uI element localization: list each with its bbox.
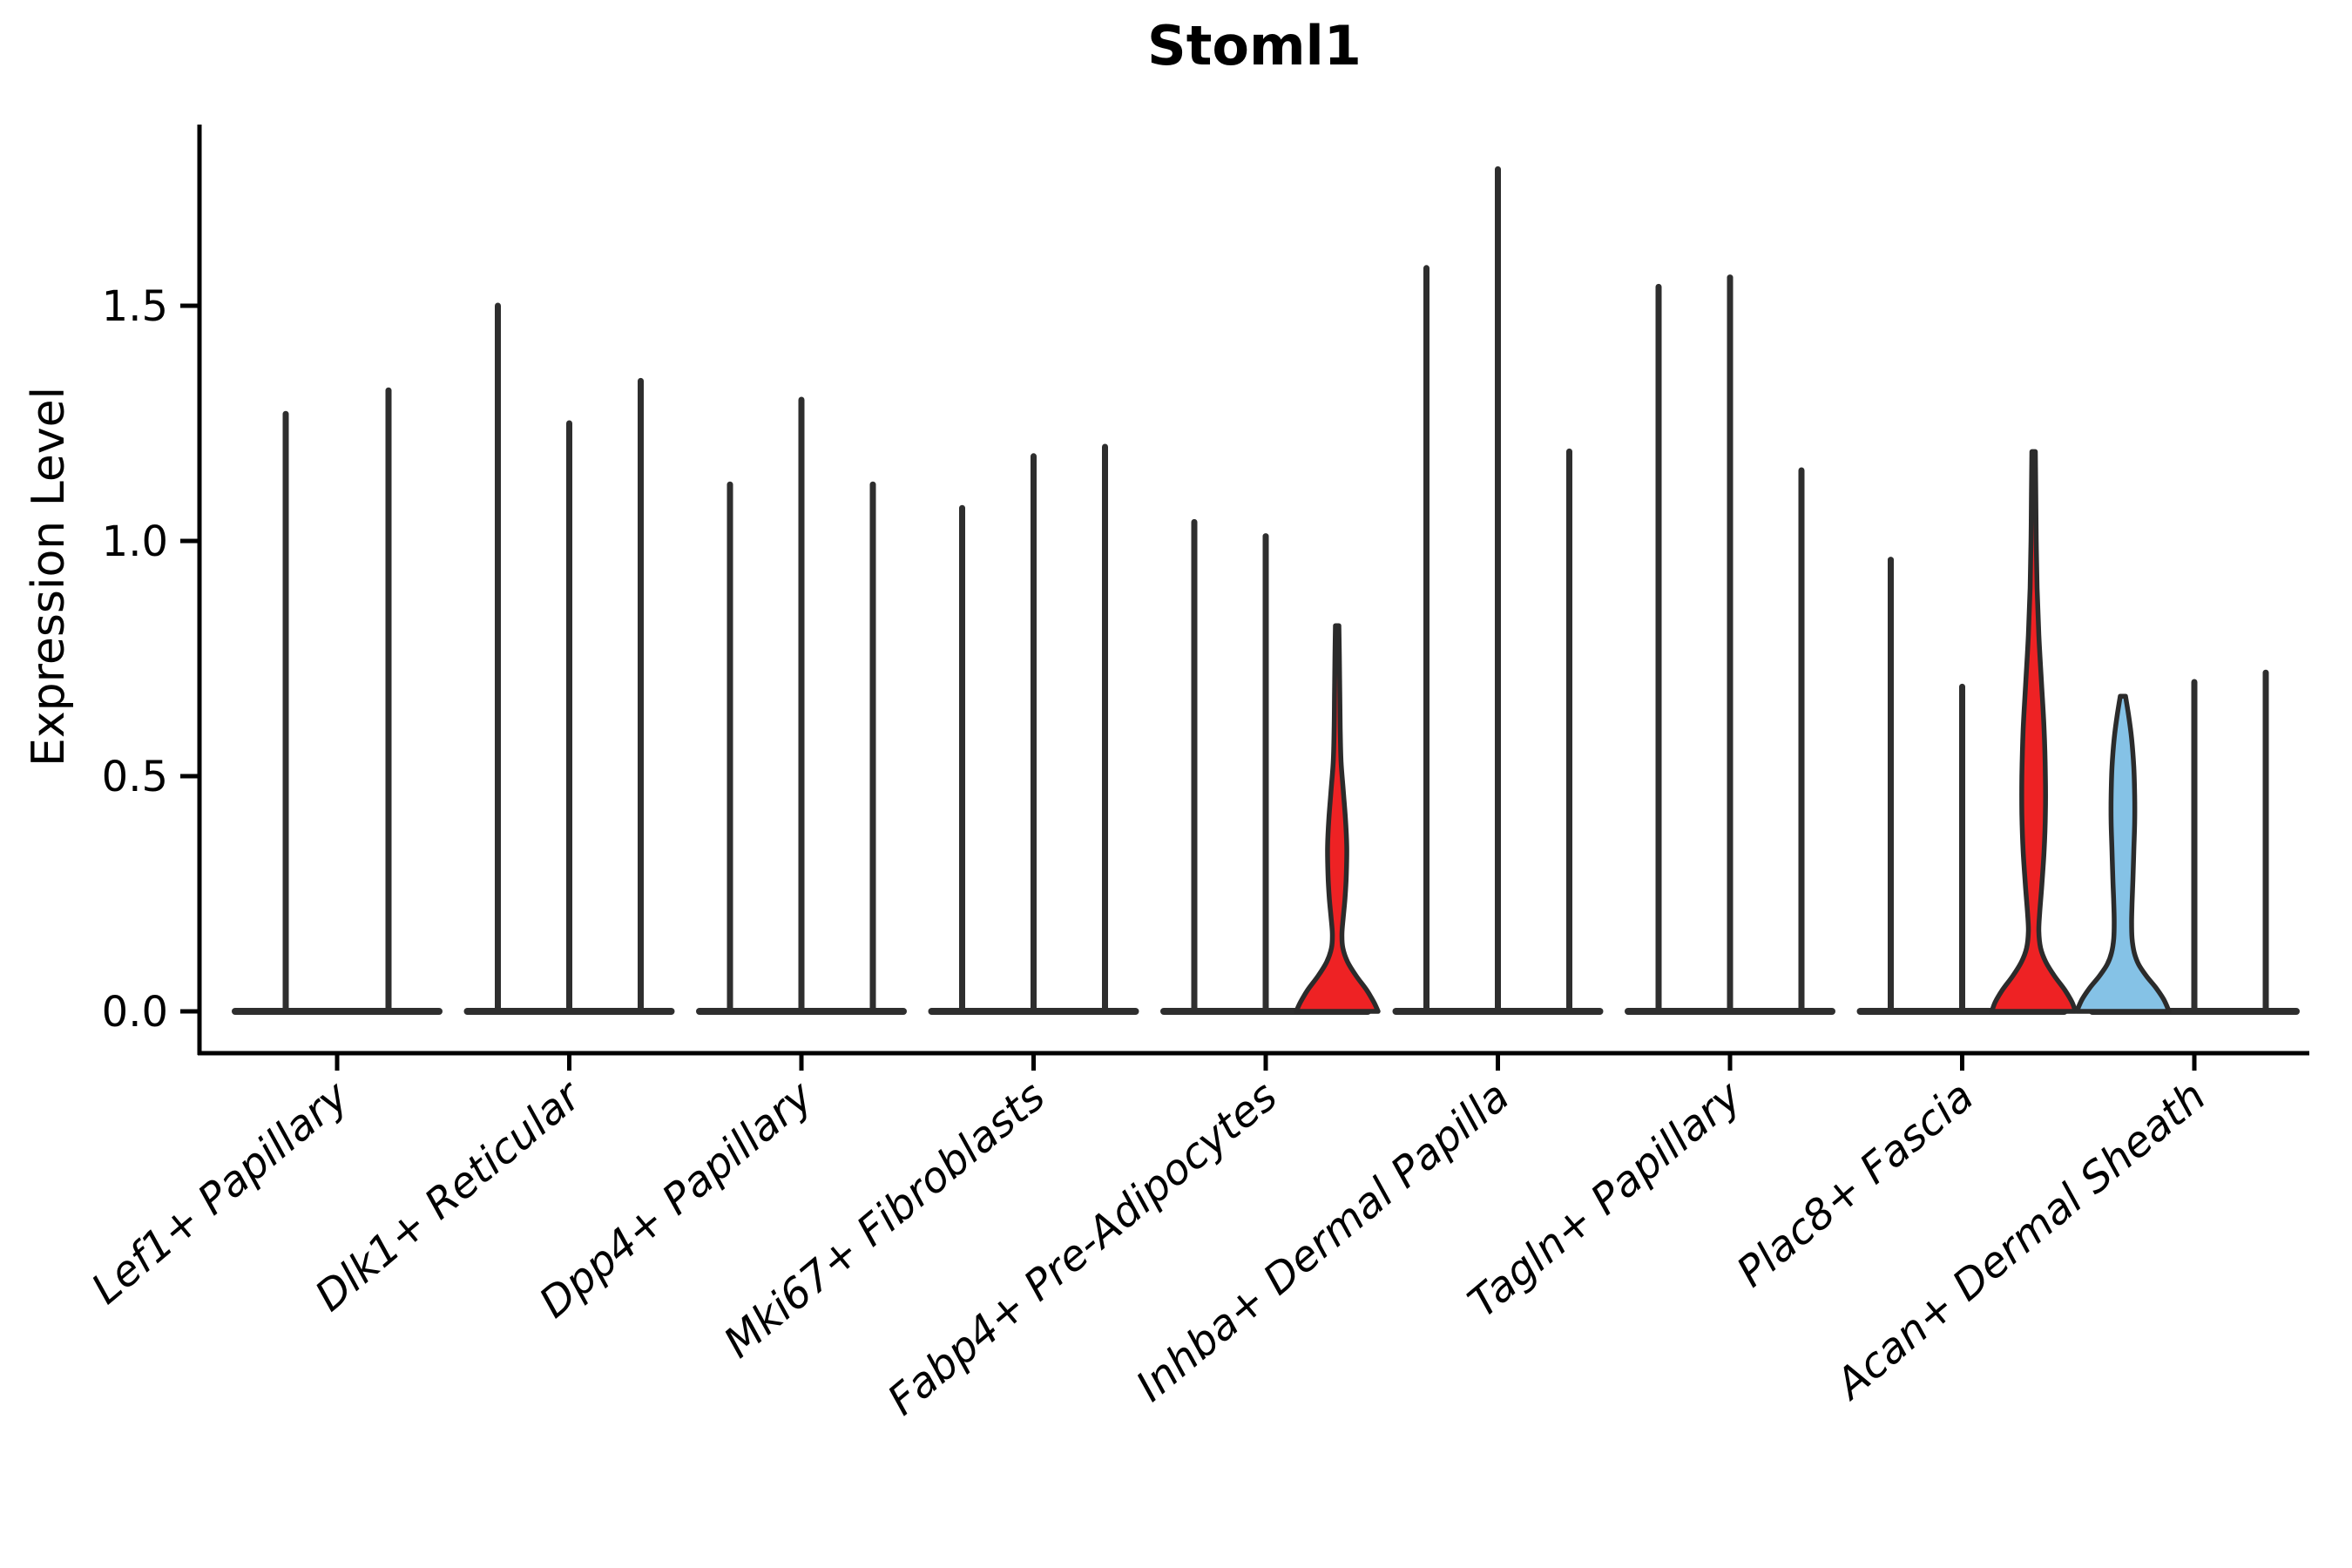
y-axis-title: Expression Level [23,386,75,767]
violin-filled-red [1294,623,1381,1014]
y-tick-label: 1.0 [102,517,168,566]
chart-title: Stoml1 [1147,14,1362,78]
x-tick-label: Acan+ Dermal Sheath [1825,1071,2215,1409]
violin-filled-red [1989,449,2078,1014]
violin-filled-blue [2074,693,2172,1014]
x-tick-label: Plac8+ Fascia [1727,1071,1983,1296]
x-tick-label: Fabp4+ Pre-Adipocytes [879,1071,1287,1425]
y-tick-label: 1.5 [102,282,168,331]
y-tick-label: 0.5 [102,753,168,801]
x-tick-label: Inhba+ Dermal Papilla [1127,1071,1518,1411]
y-tick-label: 0.0 [102,988,168,1037]
